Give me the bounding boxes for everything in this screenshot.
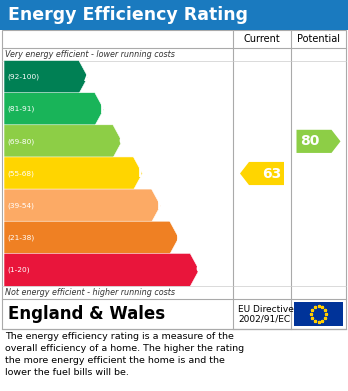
Polygon shape xyxy=(4,253,199,287)
Text: A: A xyxy=(84,70,94,84)
Text: (81-91): (81-91) xyxy=(7,106,34,113)
Polygon shape xyxy=(4,189,160,222)
Text: Very energy efficient - lower running costs: Very energy efficient - lower running co… xyxy=(5,50,175,59)
Text: E: E xyxy=(157,199,166,212)
Text: The energy efficiency rating is a measure of the
overall efficiency of a home. T: The energy efficiency rating is a measur… xyxy=(5,332,244,377)
Polygon shape xyxy=(4,157,142,190)
Text: G: G xyxy=(195,264,205,276)
Text: EU Directive: EU Directive xyxy=(238,305,294,314)
Text: 80: 80 xyxy=(300,135,319,148)
Text: (21-38): (21-38) xyxy=(7,235,34,241)
Text: (39-54): (39-54) xyxy=(7,203,34,209)
Bar xyxy=(2,30,346,329)
Polygon shape xyxy=(4,93,104,126)
Text: (1-20): (1-20) xyxy=(7,267,30,273)
Bar xyxy=(294,302,343,326)
Text: Energy Efficiency Rating: Energy Efficiency Rating xyxy=(8,6,248,24)
Text: (92-100): (92-100) xyxy=(7,74,39,80)
Text: (69-80): (69-80) xyxy=(7,138,34,145)
Polygon shape xyxy=(4,125,122,158)
Bar xyxy=(0,0,348,30)
Text: Not energy efficient - higher running costs: Not energy efficient - higher running co… xyxy=(5,288,175,297)
Polygon shape xyxy=(4,221,179,255)
Text: F: F xyxy=(175,231,184,244)
Text: 2002/91/EC: 2002/91/EC xyxy=(238,314,290,323)
Polygon shape xyxy=(4,61,88,93)
Text: C: C xyxy=(118,135,127,148)
Text: Current: Current xyxy=(244,34,280,44)
Text: England & Wales: England & Wales xyxy=(8,305,165,323)
Text: D: D xyxy=(138,167,149,180)
Polygon shape xyxy=(296,130,340,153)
Text: Potential: Potential xyxy=(297,34,340,44)
Polygon shape xyxy=(240,162,284,185)
Text: B: B xyxy=(100,103,110,116)
Text: (55-68): (55-68) xyxy=(7,170,34,177)
Text: 63: 63 xyxy=(262,167,282,181)
